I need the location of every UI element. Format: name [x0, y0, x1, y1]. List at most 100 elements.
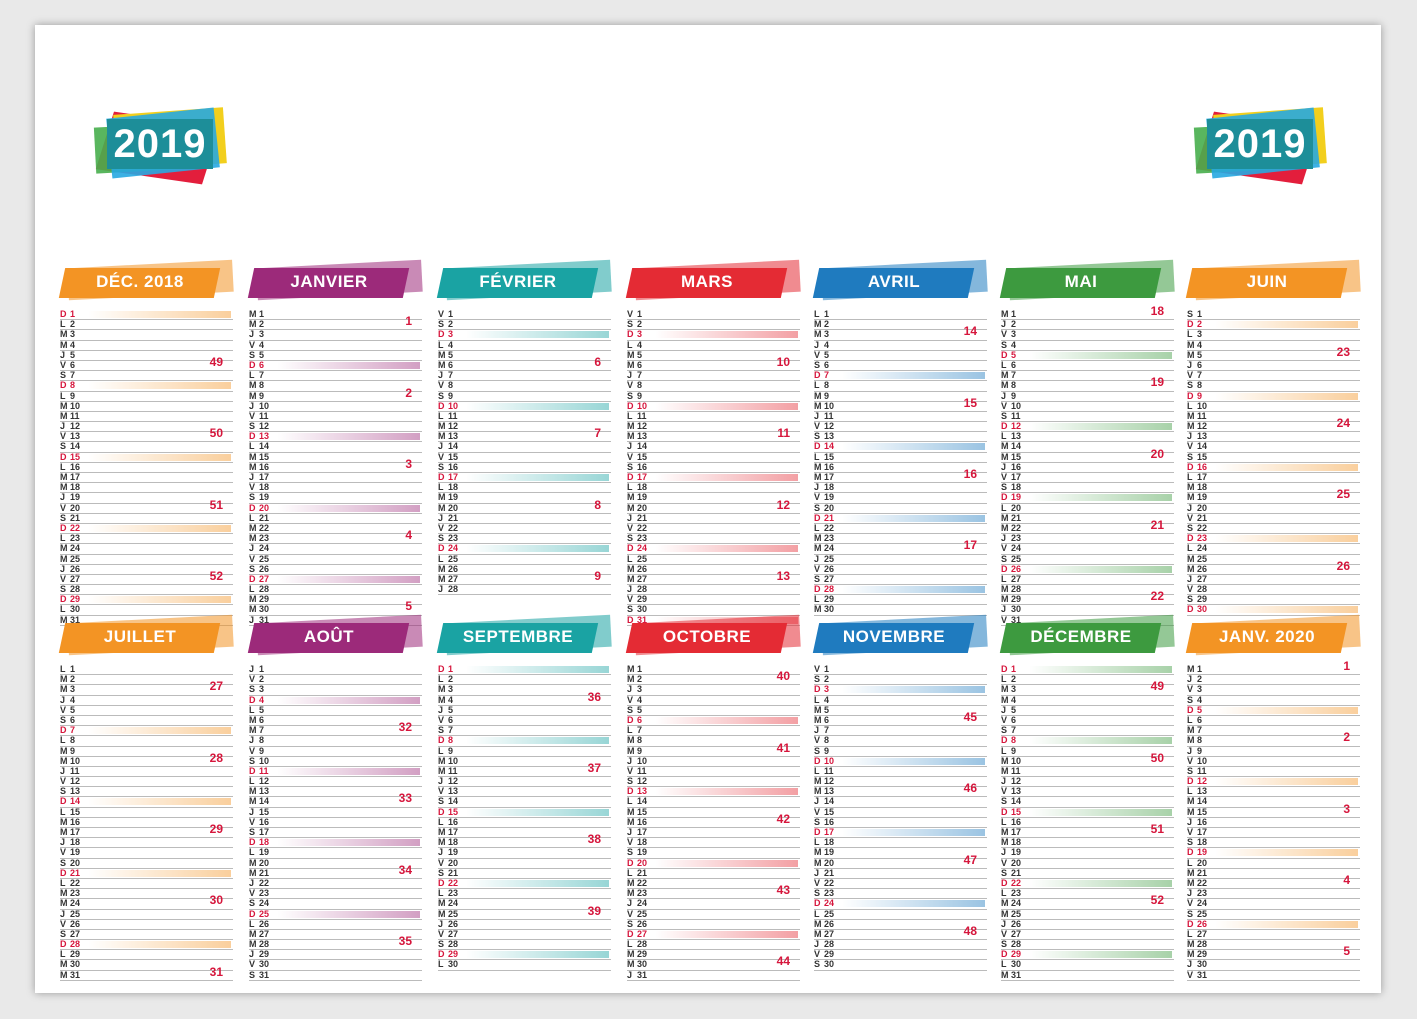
- day-row: L 13: [1001, 432, 1174, 443]
- day-letter: D: [627, 714, 634, 725]
- week-number: 3: [405, 456, 412, 471]
- day-letter: M: [249, 380, 257, 391]
- day-number: 7: [824, 725, 830, 736]
- day-letter: S: [438, 867, 445, 878]
- day-row: M 22 4: [1187, 874, 1360, 890]
- day-row: V 20 51: [60, 498, 233, 514]
- day-list: M 1 M 2 40 J 3 V 4 S 5 D 6 L 7 M 8 M 9 41 J 10 V 11 S 12 D 13 L 14 M 15…: [627, 664, 800, 981]
- day-number: 8: [70, 380, 76, 391]
- day-number: 1: [824, 309, 830, 319]
- day-row: M 29 5: [1187, 945, 1360, 961]
- day-row: L 22: [60, 878, 233, 890]
- day-letter: D: [60, 451, 67, 462]
- day-letter: M: [1001, 594, 1009, 605]
- day-row: D 10: [627, 401, 800, 412]
- day-row: J 14: [627, 442, 800, 453]
- day-number: 11: [1011, 410, 1021, 421]
- day-row: L 20: [1001, 503, 1174, 514]
- day-number: 4: [1197, 339, 1203, 350]
- day-number: 18: [70, 482, 81, 493]
- day-letter: S: [627, 533, 634, 544]
- day-number: 29: [259, 949, 270, 960]
- day-number: 30: [259, 604, 270, 615]
- day-number: 1: [1011, 309, 1017, 319]
- day-letter: J: [438, 776, 444, 787]
- day-number: 6: [70, 714, 76, 725]
- day-letter: D: [1001, 492, 1008, 503]
- day-number: 12: [824, 421, 835, 432]
- day-number: 1: [70, 309, 76, 319]
- day-number: 4: [259, 694, 265, 705]
- day-number: 2: [637, 674, 643, 685]
- day-letter: J: [1001, 918, 1007, 929]
- day-letter: S: [627, 776, 634, 787]
- day-letter: D: [814, 898, 821, 909]
- month-3: MARS V 1 S 2 D 3 L 4 M 5 M 6 10 J 7 V 8 S 9 D 10 L 11 M 12 M 13 11 J 1…: [625, 259, 801, 626]
- sunday-band: [1029, 879, 1172, 887]
- day-row: D 17: [814, 827, 987, 839]
- day-row: S 23: [438, 533, 611, 545]
- day-row: D 17: [438, 472, 611, 484]
- day-letter: D: [60, 867, 67, 878]
- day-number: 22: [1197, 877, 1208, 888]
- day-number: 22: [637, 877, 648, 888]
- day-row: M 20 12: [627, 498, 800, 514]
- day-row: M 16: [814, 462, 987, 473]
- day-number: 9: [70, 745, 76, 756]
- day-row: S 13: [814, 432, 987, 443]
- week-number: 2: [405, 385, 412, 400]
- day-number: 6: [70, 359, 76, 370]
- week-number: 26: [1336, 558, 1350, 573]
- day-letter: V: [1187, 969, 1194, 980]
- day-row: D 24: [814, 898, 987, 910]
- week-number: 21: [1150, 517, 1164, 532]
- day-row: D 12: [1001, 421, 1174, 433]
- day-letter: L: [1187, 329, 1193, 340]
- day-number: 25: [70, 908, 81, 919]
- sunday-band: [88, 311, 231, 318]
- day-letter: M: [249, 725, 257, 736]
- day-number: 11: [1197, 410, 1207, 421]
- day-number: 22: [1011, 522, 1022, 533]
- week-number: 30: [209, 893, 223, 908]
- day-row: M 20 47: [814, 853, 987, 869]
- day-letter: J: [60, 765, 66, 776]
- day-row: L 23: [438, 888, 611, 900]
- day-letter: L: [814, 908, 820, 919]
- day-letter: M: [1001, 584, 1009, 595]
- day-letter: D: [1187, 918, 1194, 929]
- day-letter: S: [249, 684, 256, 695]
- day-number: 10: [1197, 755, 1208, 766]
- month-12: DÉCEMBRE D 1 L 2 M 3 49 M 4 J 5 V 6 S 7 D 8 L 9 M 10 50 M 11 J 12 V…: [999, 614, 1175, 981]
- day-row: L 26: [249, 919, 422, 930]
- day-letter: L: [627, 867, 633, 878]
- day-number: 18: [824, 482, 835, 493]
- day-number: 14: [70, 441, 81, 452]
- month-name: OCTOBRE: [662, 627, 752, 646]
- day-row: L 18: [627, 482, 800, 494]
- day-row: V 15: [627, 452, 800, 463]
- day-row: V 28: [1187, 584, 1360, 596]
- sunday-band: [842, 372, 985, 380]
- day-number: 28: [448, 939, 459, 950]
- week-number: 6: [594, 354, 601, 369]
- day-number: 6: [824, 714, 830, 725]
- day-number: 2: [824, 319, 830, 330]
- day-letter: D: [1001, 421, 1008, 432]
- day-number: 2: [1197, 319, 1203, 330]
- sunday-band: [1215, 463, 1358, 471]
- month-header: JUIN: [1185, 259, 1361, 304]
- day-number: 24: [259, 543, 270, 554]
- day-row: D 18: [249, 837, 422, 849]
- sunday-band: [277, 504, 420, 512]
- day-row: M 12: [438, 421, 611, 433]
- day-number: 29: [70, 949, 81, 960]
- day-letter: M: [814, 604, 822, 615]
- day-number: 24: [1197, 898, 1208, 909]
- day-row: L 16: [438, 817, 611, 828]
